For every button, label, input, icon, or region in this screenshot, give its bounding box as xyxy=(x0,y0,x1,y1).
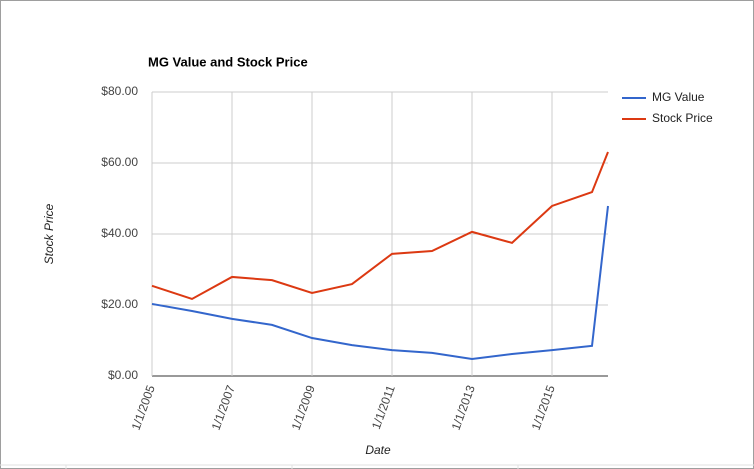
y-tick-label: $60.00 xyxy=(101,155,138,169)
series-line xyxy=(151,205,609,360)
x-axis-title: Date xyxy=(365,443,391,457)
chart-title: MG Value and Stock Price xyxy=(148,54,308,69)
y-axis-title: Stock Price xyxy=(42,203,56,264)
series-line xyxy=(151,151,609,301)
legend-label: MG Value xyxy=(652,90,705,104)
y-tick-label: $40.00 xyxy=(101,226,138,240)
y-tick-label: $20.00 xyxy=(101,297,138,311)
y-tick-label: $0.00 xyxy=(108,368,138,382)
legend-label: Stock Price xyxy=(652,111,713,125)
y-tick-label: $80.00 xyxy=(101,84,138,98)
